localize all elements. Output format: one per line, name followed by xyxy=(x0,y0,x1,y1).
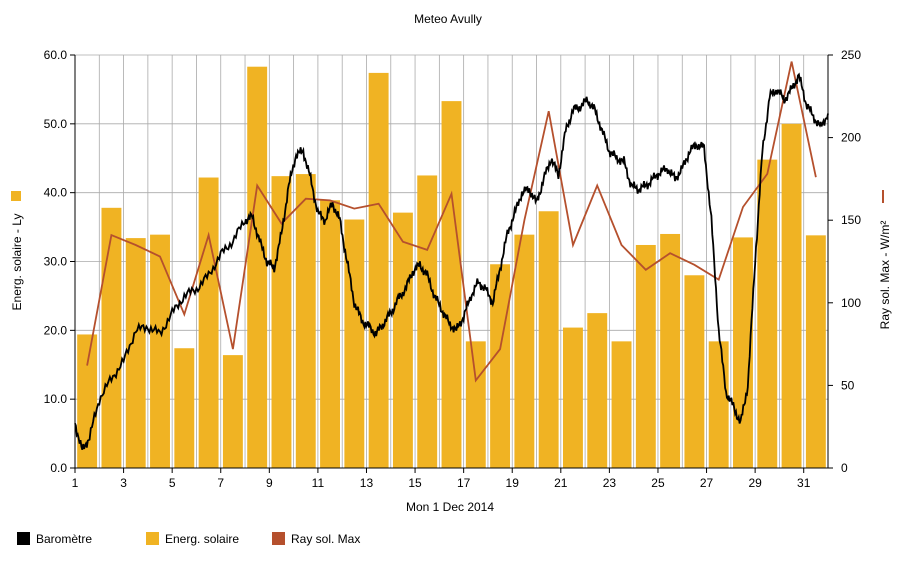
chart-title: Meteo Avully xyxy=(414,12,482,26)
y-left-tick-label: 30.0 xyxy=(44,255,68,269)
bar-energ-solaire xyxy=(733,237,753,468)
bar-energ-solaire xyxy=(77,334,98,468)
y-left-tick-label: 10.0 xyxy=(44,392,68,406)
bar-energ-solaire xyxy=(708,341,729,468)
y-right-tick-label: 0 xyxy=(841,461,848,475)
bar-energ-solaire xyxy=(271,176,292,468)
bar-energ-solaire xyxy=(247,66,268,469)
y-right-tick-label: 100 xyxy=(841,296,861,310)
y-left-tick-label: 50.0 xyxy=(44,117,68,131)
x-tick-label: 25 xyxy=(651,476,665,490)
x-tick-label: 27 xyxy=(700,476,714,490)
x-tick-label: 1 xyxy=(72,476,79,490)
legend-label: Ray sol. Max xyxy=(291,532,360,546)
bar-energ-solaire xyxy=(684,275,705,468)
y-left-tick-label: 20.0 xyxy=(44,323,68,337)
bar-energ-solaire xyxy=(514,234,535,468)
y-axis-left-legend-marker xyxy=(11,191,21,201)
x-axis-label: Mon 1 Dec 2014 xyxy=(406,500,494,514)
bar-energ-solaire xyxy=(805,235,826,468)
bar-energ-solaire xyxy=(198,177,219,469)
legend-label: Energ. solaire xyxy=(165,532,239,546)
bar-energ-solaire xyxy=(125,238,146,468)
bar-energ-solaire xyxy=(635,244,656,468)
bar-energ-solaire xyxy=(222,355,243,468)
bar-energ-solaire xyxy=(781,123,802,468)
axes: 1 3 5 7 9 11 13 15 17 19 21 23 25 27 29 310.010.020.030… xyxy=(44,48,862,490)
grid xyxy=(74,54,829,469)
bar-energ-solaire xyxy=(295,174,316,468)
series-line-ray-sol-max xyxy=(86,61,817,383)
y-axis-right-label: Ray sol. Max - W/m² xyxy=(878,221,892,330)
x-tick-label: 9 xyxy=(266,476,273,490)
bar-energ-solaire xyxy=(392,212,413,468)
x-tick-label: 31 xyxy=(797,476,811,490)
bar-energ-solaire xyxy=(757,159,778,469)
bar-energ-solaire xyxy=(660,233,681,468)
legend-swatch xyxy=(146,532,159,545)
bar-energ-solaire xyxy=(101,207,122,468)
legend-swatch xyxy=(17,532,30,545)
bar-energ-solaire xyxy=(417,175,438,469)
bar-energ-solaire xyxy=(150,234,170,468)
bar-energ-solaire xyxy=(562,327,583,468)
legend-label: Baromètre xyxy=(36,532,92,546)
y-left-tick-label: 60.0 xyxy=(44,48,68,62)
legend-swatch xyxy=(272,532,285,545)
x-tick-label: 29 xyxy=(748,476,762,490)
bar-energ-solaire xyxy=(174,348,195,468)
bar-energ-solaire xyxy=(465,341,486,468)
x-tick-label: 17 xyxy=(457,476,471,490)
x-tick-label: 13 xyxy=(360,476,374,490)
y-right-tick-label: 50 xyxy=(841,378,855,392)
x-tick-label: 19 xyxy=(506,476,520,490)
bar-energ-solaire xyxy=(441,101,462,468)
bar-energ-solaire xyxy=(344,219,365,468)
legend: Baromètre Energ. solaire Ray sol. Max xyxy=(17,532,360,546)
bars xyxy=(77,66,826,469)
x-tick-label: 3 xyxy=(120,476,127,490)
bar-energ-solaire xyxy=(320,200,341,468)
x-tick-label: 7 xyxy=(217,476,224,490)
x-tick-label: 11 xyxy=(312,476,325,490)
x-tick-label: 21 xyxy=(554,476,568,490)
series-line-barometre xyxy=(74,72,829,450)
lines xyxy=(74,61,829,450)
y-right-tick-label: 150 xyxy=(841,213,861,227)
x-tick-label: 23 xyxy=(603,476,617,490)
x-tick-label: 15 xyxy=(408,476,422,490)
bar-energ-solaire xyxy=(368,72,389,468)
y-right-tick-label: 200 xyxy=(841,131,861,145)
bar-energ-solaire xyxy=(538,211,559,469)
x-tick-label: 5 xyxy=(169,476,176,490)
y-axis-left-label: Energ. solaire - Ly xyxy=(10,214,24,311)
bar-energ-solaire xyxy=(490,264,511,468)
bar-energ-solaire xyxy=(587,313,608,468)
y-right-tick-label: 250 xyxy=(841,48,861,62)
y-left-tick-label: 40.0 xyxy=(44,186,68,200)
y-left-tick-label: 0.0 xyxy=(50,461,67,475)
bar-energ-solaire xyxy=(611,341,632,468)
